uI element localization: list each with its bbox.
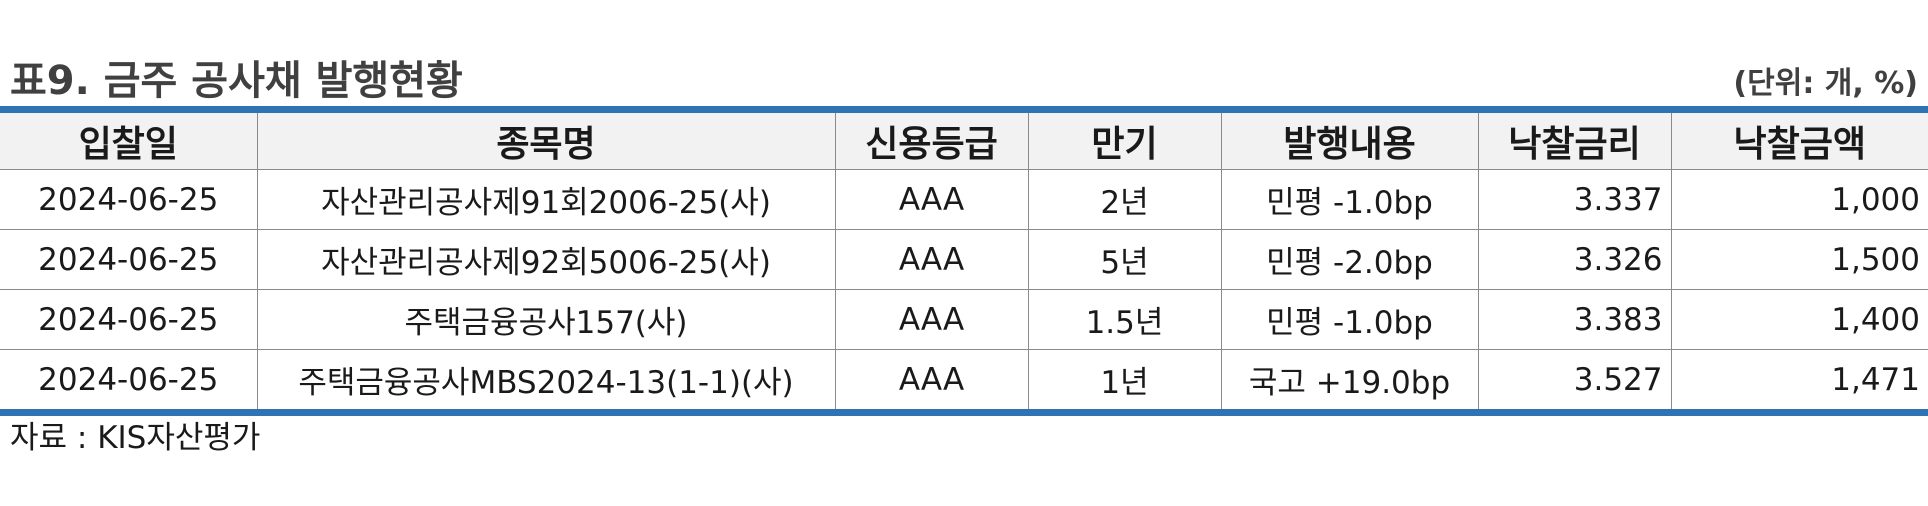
source-note: 자료 : KIS자산평가 — [10, 420, 261, 456]
cell-bid-date: 2024-06-25 — [0, 289, 258, 350]
cell-credit-rating: AAA — [835, 289, 1029, 350]
cell-maturity: 1년 — [1028, 349, 1222, 409]
cell-bid-date: 2024-06-25 — [0, 349, 258, 409]
header-issue-terms: 발행내용 — [1221, 113, 1479, 170]
header-row: 입찰일 종목명 신용등급 만기 발행내용 낙찰금리 낙찰금액 — [0, 113, 1928, 170]
cell-winning-rate: 3.337 — [1478, 169, 1672, 230]
cell-maturity: 5년 — [1028, 229, 1222, 290]
cell-winning-rate: 3.326 — [1478, 229, 1672, 290]
cell-issue-terms: 국고 +19.0bp — [1221, 349, 1479, 409]
cell-winning-amount: 1,000 — [1671, 169, 1928, 230]
header-winning-rate: 낙찰금리 — [1478, 113, 1672, 170]
cell-winning-amount: 1,500 — [1671, 229, 1928, 290]
bond-issuance-table-wrapper: 입찰일 종목명 신용등급 만기 발행내용 낙찰금리 낙찰금액 2024-06-2… — [0, 106, 1928, 416]
cell-issue-name: 자산관리공사제91회2006-25(사) — [257, 169, 836, 230]
table-row: 2024-06-25 주택금융공사MBS2024-13(1-1)(사) AAA … — [0, 349, 1928, 409]
header-bid-date: 입찰일 — [0, 113, 258, 170]
cell-winning-amount: 1,400 — [1671, 289, 1928, 350]
unit-label: (단위: 개, %) — [1733, 66, 1918, 101]
cell-bid-date: 2024-06-25 — [0, 169, 258, 230]
cell-issue-terms: 민평 -2.0bp — [1221, 229, 1479, 290]
table-title: 표9. 금주 공사채 발행현황 — [10, 58, 463, 104]
header-maturity: 만기 — [1028, 113, 1222, 170]
table-row: 2024-06-25 주택금융공사157(사) AAA 1.5년 민평 -1.0… — [0, 289, 1928, 350]
cell-bid-date: 2024-06-25 — [0, 229, 258, 290]
header-issue-name: 종목명 — [257, 113, 836, 170]
cell-maturity: 1.5년 — [1028, 289, 1222, 350]
header-winning-amount: 낙찰금액 — [1671, 113, 1928, 170]
cell-issue-name: 자산관리공사제92회5006-25(사) — [257, 229, 836, 290]
cell-credit-rating: AAA — [835, 169, 1029, 230]
bond-issuance-table: 입찰일 종목명 신용등급 만기 발행내용 낙찰금리 낙찰금액 2024-06-2… — [0, 113, 1928, 409]
cell-winning-rate: 3.383 — [1478, 289, 1672, 350]
cell-issue-name: 주택금융공사157(사) — [257, 289, 836, 350]
cell-winning-rate: 3.527 — [1478, 349, 1672, 409]
cell-issue-terms: 민평 -1.0bp — [1221, 289, 1479, 350]
cell-issue-terms: 민평 -1.0bp — [1221, 169, 1479, 230]
cell-winning-amount: 1,471 — [1831, 361, 1920, 398]
cell-credit-rating: AAA — [835, 349, 1029, 409]
cell-maturity: 2년 — [1028, 169, 1222, 230]
header-credit-rating: 신용등급 — [835, 113, 1029, 170]
cell-credit-rating: AAA — [835, 229, 1029, 290]
title-row: 표9. 금주 공사채 발행현황 (단위: 개, %) — [0, 44, 1928, 104]
cell-issue-name: 주택금융공사MBS2024-13(1-1)(사) — [257, 349, 836, 409]
table-row: 2024-06-25 자산관리공사제92회5006-25(사) AAA 5년 민… — [0, 229, 1928, 290]
table-row: 2024-06-25 자산관리공사제91회2006-25(사) AAA 2년 민… — [0, 169, 1928, 230]
